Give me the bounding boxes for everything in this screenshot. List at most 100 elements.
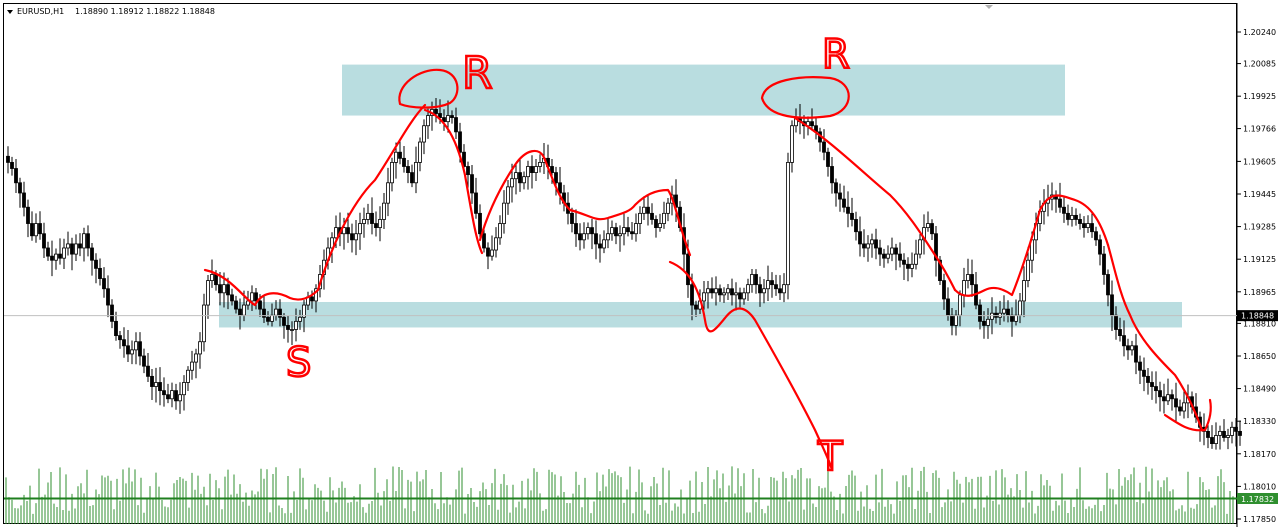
candle-body <box>770 280 774 286</box>
candle-body <box>910 263 914 269</box>
candle-body <box>526 166 530 178</box>
candle-body <box>898 253 902 261</box>
current-price-tag: 1.18848 <box>1237 310 1278 322</box>
candle-body <box>178 394 182 402</box>
candle-body <box>402 157 406 167</box>
candle-body <box>398 151 402 159</box>
candle-body <box>254 292 258 302</box>
candle-body <box>1238 430 1242 436</box>
candle-body <box>1206 430 1210 438</box>
candle-body <box>302 304 306 318</box>
candle-body <box>738 292 742 300</box>
candle-body <box>574 223 578 235</box>
y-tick-label: 1.19445 <box>1243 190 1276 199</box>
candle-body <box>1114 314 1118 330</box>
candle-body <box>610 227 614 235</box>
candle-body <box>774 284 778 290</box>
candle-body <box>810 121 814 127</box>
candle-body <box>1134 345 1138 363</box>
candle-body <box>750 274 754 286</box>
menu-arrow-icon[interactable] <box>7 10 13 14</box>
candle-body <box>38 223 42 235</box>
candle-body <box>1126 345 1130 351</box>
candles-layer <box>6 98 1242 450</box>
candle-body <box>838 192 842 200</box>
candle-body <box>938 259 942 281</box>
candle-body <box>1154 386 1158 392</box>
candle-body <box>122 339 126 347</box>
candle-body <box>242 304 246 316</box>
candle-body <box>294 320 298 330</box>
candle-body <box>538 162 542 167</box>
candle-body <box>26 206 30 224</box>
resistance-zone <box>342 64 1065 116</box>
candle-body <box>1082 223 1086 229</box>
candle-body <box>1026 259 1030 281</box>
resistance-circle-1 <box>398 68 459 109</box>
shift-marker-icon[interactable] <box>985 5 993 9</box>
chop-line-1 <box>568 188 692 257</box>
candle-body <box>30 223 34 237</box>
candle-body <box>426 115 430 127</box>
candle-body <box>1122 335 1126 347</box>
candle-body <box>930 223 934 235</box>
candle-body <box>106 288 110 306</box>
candle-body <box>142 355 146 367</box>
resistance-circle-2 <box>760 76 850 119</box>
candle-body <box>210 274 214 281</box>
candle-body <box>1010 314 1014 322</box>
candle-body <box>638 212 642 224</box>
candle-body <box>1214 435 1218 445</box>
y-tick-label: 1.20085 <box>1243 60 1276 69</box>
candle-body <box>82 233 86 249</box>
y-tick-label: 1.19605 <box>1243 157 1276 166</box>
candle-body <box>102 278 106 290</box>
candle-body <box>1058 198 1062 208</box>
candle-body <box>1094 231 1098 241</box>
candle-body <box>18 182 22 194</box>
candle-body <box>298 316 302 322</box>
candle-body <box>778 288 782 294</box>
support-label: S <box>286 340 311 386</box>
candle-body <box>74 243 78 255</box>
candle-body <box>890 247 894 255</box>
candle-body <box>850 212 854 220</box>
candle-body <box>490 249 494 257</box>
candle-body <box>382 202 386 220</box>
rise-line-1 <box>478 149 572 242</box>
candle-body <box>62 247 66 259</box>
y-tick-label: 1.19925 <box>1243 92 1276 101</box>
candle-body <box>722 292 726 296</box>
candle-body <box>1162 396 1166 402</box>
candle-body <box>266 316 270 322</box>
candle-body <box>34 223 38 237</box>
candle-body <box>182 382 186 396</box>
candle-body <box>878 247 882 255</box>
y-tick-label: 1.18810 <box>1243 319 1276 328</box>
candle-body <box>386 182 390 204</box>
candle-body <box>126 345 130 355</box>
candle-body <box>586 227 590 235</box>
candle-body <box>634 223 638 235</box>
candle-body <box>982 320 986 326</box>
candle-body <box>54 253 58 261</box>
candle-body <box>366 212 370 220</box>
candle-body <box>502 202 506 224</box>
resistance-label-1: R <box>462 48 493 99</box>
candle-body <box>98 267 102 279</box>
candle-body <box>958 294 962 316</box>
candle-body <box>874 239 878 249</box>
y-tick-label: 1.18490 <box>1243 385 1276 394</box>
y-tick-label: 1.18650 <box>1243 352 1276 361</box>
candle-body <box>1182 402 1186 412</box>
candle-body <box>1102 253 1106 275</box>
candle-body <box>510 178 514 188</box>
candle-body <box>334 227 338 239</box>
candle-body <box>454 117 458 133</box>
candle-body <box>250 292 254 302</box>
symbol-label: EURUSD,H1 <box>17 7 64 16</box>
candle-body <box>1022 280 1026 302</box>
candle-body <box>1150 382 1154 387</box>
